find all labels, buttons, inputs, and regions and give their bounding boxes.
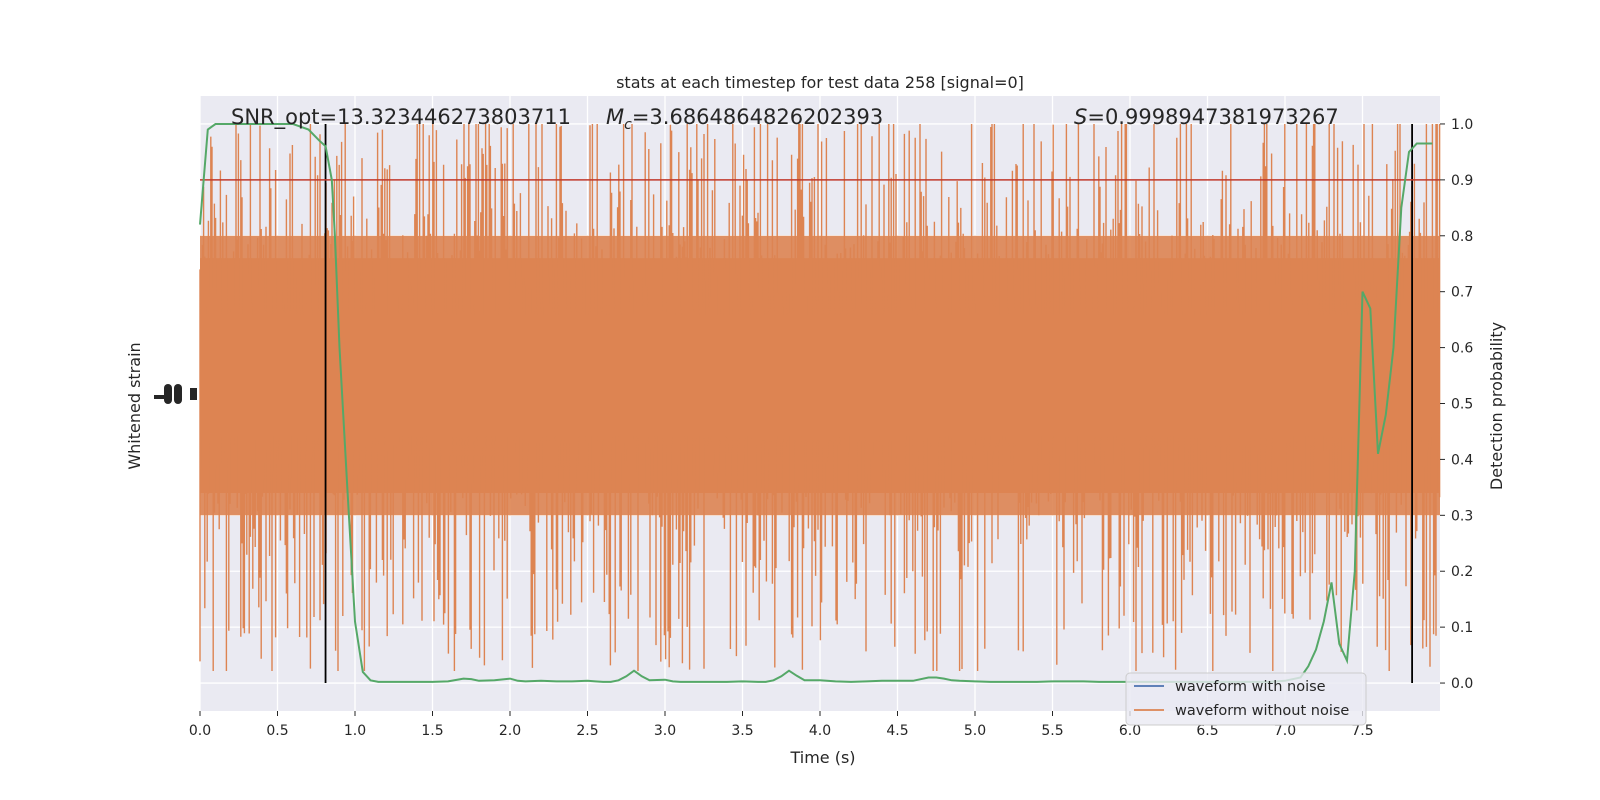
x-tick-label-11: 5.5 bbox=[1041, 723, 1063, 739]
legend-label-without-noise: waveform without noise bbox=[1175, 703, 1349, 719]
x-tick-label-3: 1.5 bbox=[421, 723, 443, 739]
y-tick-label-10: 1.0 bbox=[1451, 117, 1473, 133]
x-tick-label-9: 4.5 bbox=[886, 723, 908, 739]
snr-annotation: SNR_opt=13.323446273803711 bbox=[231, 105, 571, 130]
x-tick-label-13: 6.5 bbox=[1196, 723, 1218, 739]
vertical-lines bbox=[324, 123, 1413, 684]
mc-symbol: M bbox=[606, 105, 624, 129]
x-tick-label-5: 2.5 bbox=[576, 723, 598, 739]
y-tick-label-3: 0.3 bbox=[1451, 508, 1473, 524]
y-tick-label-4: 0.4 bbox=[1451, 452, 1473, 468]
x-tick-label-7: 3.5 bbox=[731, 723, 753, 739]
x-tick-label-10: 5.0 bbox=[964, 723, 986, 739]
x-tick-label-15: 7.5 bbox=[1351, 723, 1373, 739]
legend-label-with-noise: waveform with noise bbox=[1175, 679, 1326, 695]
waveform-without-noise-series bbox=[199, 124, 1441, 671]
mc-subscript: c bbox=[624, 117, 632, 133]
y-axis-right-label: Detection probability bbox=[1487, 322, 1506, 490]
x-tick-label-1: 0.5 bbox=[266, 723, 288, 739]
y-tick-label-1: 0.1 bbox=[1451, 620, 1473, 636]
y-tick-label-0: 0.0 bbox=[1451, 676, 1473, 692]
y-tick-label-5: 0.5 bbox=[1451, 397, 1473, 413]
x-tick-label-8: 4.0 bbox=[809, 723, 831, 739]
x-tick-label-4: 2.0 bbox=[499, 723, 521, 739]
s-symbol: S bbox=[1074, 105, 1087, 129]
mc-value: =3.6864864826202393 bbox=[632, 105, 883, 129]
y-tick-label-2: 0.2 bbox=[1451, 564, 1473, 580]
y-tick-label-9: 0.9 bbox=[1451, 173, 1473, 189]
y-axis-right-ticks: 0.0 0.1 0.2 0.3 0.4 0.5 0.6 0.7 0.8 0.9 1.0 bbox=[1440, 117, 1473, 692]
noise-trace bbox=[199, 124, 1441, 671]
legend-box bbox=[1125, 672, 1367, 726]
x-tick-label-0: 0.0 bbox=[189, 723, 211, 739]
x-axis-label: Time (s) bbox=[789, 748, 855, 767]
x-tick-label-6: 3.0 bbox=[654, 723, 676, 739]
chart-title: stats at each timestep for test data 258… bbox=[616, 73, 1024, 92]
x-tick-label-12: 6.0 bbox=[1119, 723, 1141, 739]
y-tick-label-6: 0.6 bbox=[1451, 341, 1473, 357]
x-axis-ticks: 0.0 0.5 1.0 1.5 2.0 2.5 3.0 3.5 4.0 4.5 5.0 5.5 6.0 6… bbox=[189, 711, 1374, 739]
x-tick-label-14: 7.0 bbox=[1274, 723, 1296, 739]
mc-annotation: Mc=3.6864864826202393 bbox=[606, 105, 883, 133]
y-tick-label-8: 0.8 bbox=[1451, 229, 1473, 245]
s-value: =0.9998947381973267 bbox=[1087, 105, 1338, 129]
x-tick-label-2: 1.0 bbox=[344, 723, 366, 739]
left-axis-tick-cluster bbox=[154, 384, 197, 404]
y-axis-left-label: Whitened strain bbox=[125, 342, 144, 469]
y-tick-label-7: 0.7 bbox=[1451, 285, 1473, 301]
s-annotation: S=0.9998947381973267 bbox=[1074, 105, 1339, 129]
legend: waveform with noise waveform without noi… bbox=[1125, 672, 1367, 726]
